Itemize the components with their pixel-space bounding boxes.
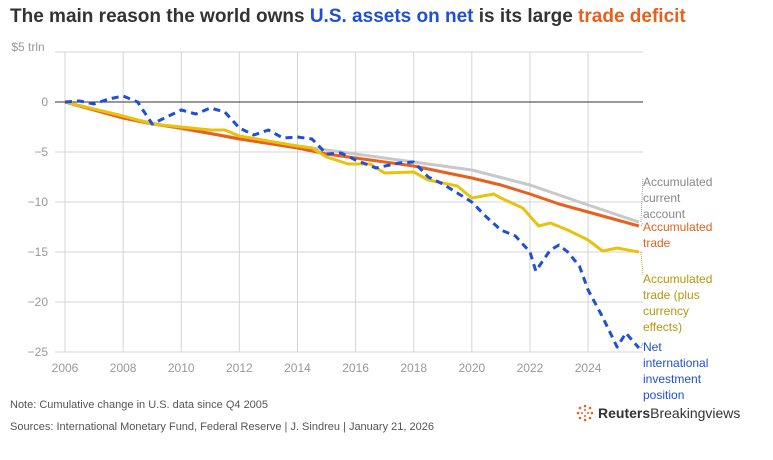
label-leader-line xyxy=(640,222,644,227)
y-tick-label: −25 xyxy=(28,345,49,359)
x-tick-label: 2020 xyxy=(458,361,485,375)
label-leader-line xyxy=(640,177,644,223)
series-label: Accumulated xyxy=(643,272,712,286)
reuters-breakingviews-logo: ReutersBreakingviews xyxy=(576,404,740,422)
series-label: Accumulated xyxy=(643,220,712,234)
x-tick-label: 2018 xyxy=(400,361,427,375)
brand-bold: Reuters xyxy=(598,405,651,421)
series-label: position xyxy=(643,388,684,402)
series-label: account xyxy=(643,207,686,221)
y-tick-label: $5 trln xyxy=(11,40,44,54)
x-tick-label: 2012 xyxy=(226,361,253,375)
y-tick-label: −5 xyxy=(34,145,48,159)
y-tick-label: −10 xyxy=(28,195,49,209)
series-label: currency xyxy=(643,304,689,318)
y-tick-label: −20 xyxy=(28,295,49,309)
x-tick-label: 2022 xyxy=(517,361,544,375)
reuters-logo-icon xyxy=(576,404,594,422)
x-tick-label: 2024 xyxy=(575,361,602,375)
title-highlight-orange: trade deficit xyxy=(578,6,686,27)
title-text: is its large xyxy=(473,6,579,27)
title-text: The main reason the world owns xyxy=(10,6,310,27)
series-label: Net xyxy=(643,340,662,354)
brand-rest: Breakingviews xyxy=(650,405,741,421)
x-tick-label: 2006 xyxy=(52,361,79,375)
chart-title: The main reason the world owns U.S. asse… xyxy=(10,6,686,28)
y-tick-label: −15 xyxy=(28,245,49,259)
x-tick-label: 2008 xyxy=(110,361,137,375)
series-label: trade xyxy=(643,236,671,250)
x-tick-label: 2010 xyxy=(168,361,195,375)
chart-sources: Sources: International Monetary Fund, Fe… xyxy=(10,421,434,433)
series-line-3 xyxy=(64,94,641,349)
series-label: investment xyxy=(643,372,702,386)
series-label: international xyxy=(643,356,708,370)
x-tick-label: 2016 xyxy=(342,361,369,375)
series-label: effects) xyxy=(643,320,682,334)
title-highlight-blue: U.S. assets on net xyxy=(309,6,474,27)
label-leader-line xyxy=(640,342,644,349)
series-label: Accumulated xyxy=(643,175,712,189)
series-label: current xyxy=(643,191,681,205)
x-tick-label: 2014 xyxy=(284,361,311,375)
chart-note: Note: Cumulative change in U.S. data sin… xyxy=(10,399,269,411)
series-line-2 xyxy=(64,100,640,254)
series-label: trade (plus xyxy=(643,288,700,302)
y-tick-label: 0 xyxy=(41,95,48,109)
